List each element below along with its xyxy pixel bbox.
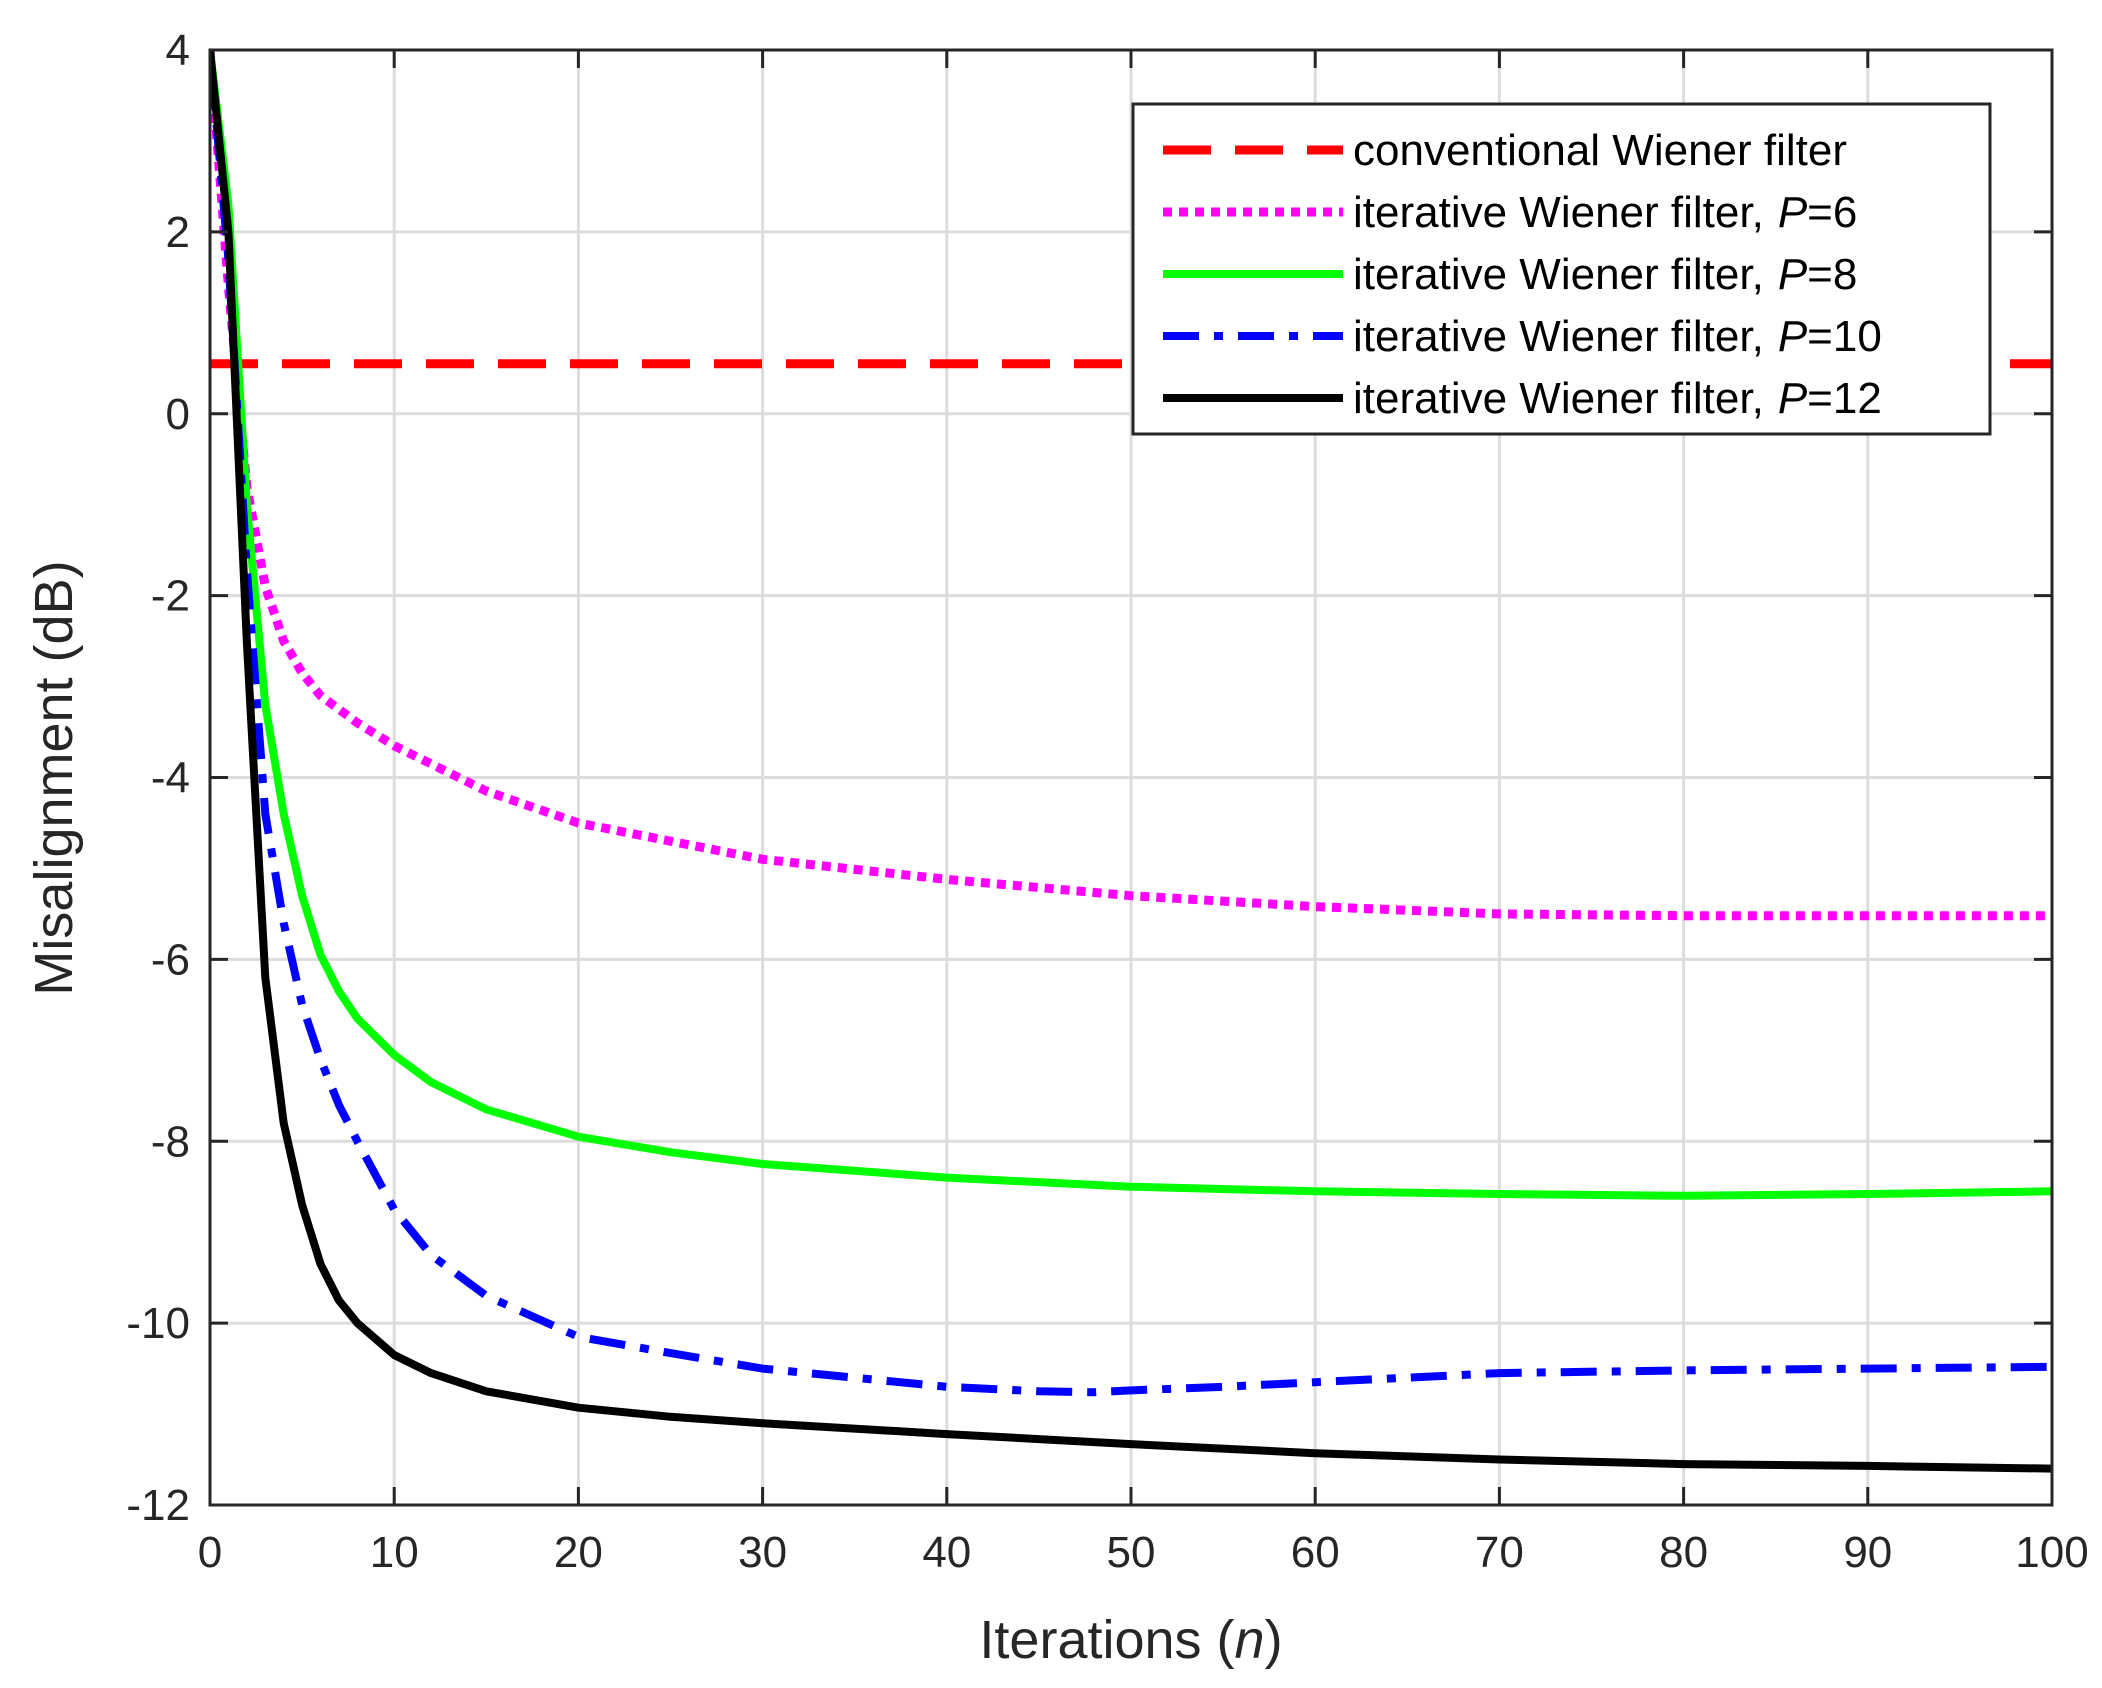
x-tick-label: 10 bbox=[370, 1528, 419, 1577]
x-axis-title-text: Iterations bbox=[979, 1610, 1201, 1670]
y-tick-label: 2 bbox=[166, 208, 190, 257]
y-tick-label: -8 bbox=[151, 1117, 190, 1166]
x-tick-label: 30 bbox=[738, 1528, 787, 1577]
y-tick-label: -4 bbox=[151, 754, 190, 803]
y-tick-label: -10 bbox=[126, 1299, 190, 1348]
x-axis-title-var: n bbox=[1235, 1610, 1265, 1670]
legend: conventional Wiener filter iterative Wien… bbox=[1131, 102, 1992, 436]
x-tick-label: 70 bbox=[1475, 1528, 1524, 1577]
series-line-4 bbox=[210, 50, 2052, 1473]
x-tick-label: 20 bbox=[554, 1528, 603, 1577]
legend-label-2: iterative Wiener filter, P=8 bbox=[1353, 250, 1857, 299]
legend-label-text: conventional Wiener filter bbox=[1353, 126, 1847, 175]
legend-label-1: iterative Wiener filter, P=6 bbox=[1353, 188, 1857, 237]
legend-label-suffix: =10 bbox=[1807, 312, 1882, 361]
x-tick-label: 100 bbox=[2015, 1528, 2088, 1577]
legend-label-4: iterative Wiener filter, P=12 bbox=[1353, 374, 1882, 423]
x-tick-label: 40 bbox=[922, 1528, 971, 1577]
legend-label-text: iterative Wiener filter, bbox=[1353, 374, 1764, 423]
tick-labels: 0 10 20 30 40 50 60 70 80 90 100 -12 -10 -8 -6 -4 -2 0 2 4 bbox=[126, 26, 2088, 1577]
x-tick-label: 90 bbox=[1843, 1528, 1892, 1577]
legend-label-suffix: =12 bbox=[1807, 374, 1882, 423]
legend-label-var: P bbox=[1778, 250, 1808, 299]
y-axis-title: Misalignment (dB) bbox=[24, 560, 84, 995]
y-tick-label: -2 bbox=[151, 572, 190, 621]
x-tick-label: 0 bbox=[198, 1528, 222, 1577]
y-tick-label: 4 bbox=[166, 26, 190, 75]
series-line-1 bbox=[210, 50, 2052, 921]
y-tick-label: 0 bbox=[166, 390, 190, 439]
legend-label-suffix: =6 bbox=[1807, 188, 1857, 237]
ticks bbox=[208, 48, 2054, 1507]
x-axis-title: Iterations (n) bbox=[979, 1610, 1282, 1670]
y-tick-label: -6 bbox=[151, 935, 190, 984]
legend-label-var: P bbox=[1778, 312, 1808, 361]
legend-label-suffix: =8 bbox=[1807, 250, 1857, 299]
legend-box bbox=[1131, 102, 1992, 436]
x-tick-label: 50 bbox=[1107, 1528, 1156, 1577]
x-tick-label: 60 bbox=[1291, 1528, 1340, 1577]
legend-label-text: iterative Wiener filter, bbox=[1353, 188, 1764, 237]
legend-label-var: P bbox=[1778, 188, 1808, 237]
x-tick-label: 80 bbox=[1659, 1528, 1708, 1577]
legend-label-text: iterative Wiener filter, bbox=[1353, 250, 1764, 299]
legend-label-0: conventional Wiener filter bbox=[1353, 126, 1847, 175]
legend-label-3: iterative Wiener filter, P=10 bbox=[1353, 312, 1882, 361]
legend-label-var: P bbox=[1778, 374, 1808, 423]
series-line-3 bbox=[210, 50, 2052, 1397]
series-line-2 bbox=[210, 50, 2052, 1200]
y-tick-label: -12 bbox=[126, 1481, 190, 1530]
legend-label-text: iterative Wiener filter, bbox=[1353, 312, 1764, 361]
